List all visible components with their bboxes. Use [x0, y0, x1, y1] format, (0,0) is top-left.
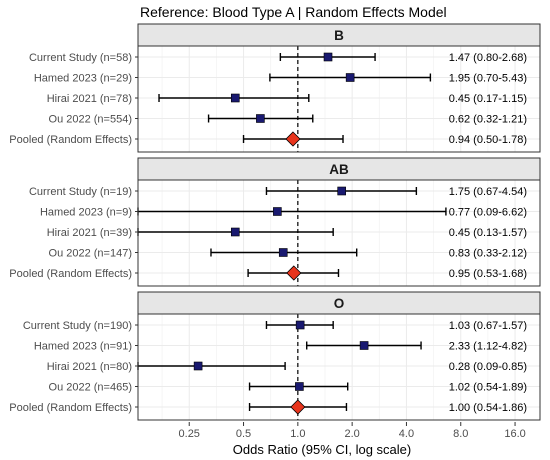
ci-value-label: 0.77 (0.09-6.62)	[449, 207, 527, 219]
study-row: Current Study (n=190) 1.03 (0.67-1.57)	[23, 320, 527, 332]
study-label: Hamed 2023 (n=91)	[34, 341, 132, 353]
study-row: Hamed 2023 (n=9) 0.77 (0.09-6.62)	[40, 207, 527, 219]
panel-label: O	[334, 296, 345, 311]
study-square-marker	[295, 382, 304, 391]
panel-o: O Current Study (n=190) 1.03 (0.67-1.57) Ha…	[9, 291, 541, 421]
study-row: Hamed 2023 (n=91) 2.33 (1.12-4.82)	[34, 341, 527, 353]
pooled-row: Pooled (Random Effects) 0.95 (0.53-1.68)	[9, 265, 527, 281]
ci-value-label: 0.28 (0.09-0.85)	[449, 361, 527, 373]
study-square-marker	[256, 114, 265, 123]
study-row: Hirai 2021 (n=78) 0.45 (0.17-1.15)	[47, 93, 527, 105]
panel-ab: AB Current Study (n=19) 1.75 (0.67-4.54) Ha…	[9, 157, 541, 287]
x-tick-label: 1.0	[290, 428, 305, 440]
study-label: Current Study (n=190)	[23, 320, 132, 332]
study-row: Ou 2022 (n=465) 1.02 (0.54-1.89)	[49, 382, 527, 394]
panel-b: B Current Study (n=58) 1.47 (0.80-2.68) Ham…	[9, 23, 541, 153]
x-tick-label: 0.25	[179, 428, 200, 440]
study-square-marker	[230, 93, 240, 103]
study-square-marker	[230, 227, 240, 237]
ci-value-label: 0.45 (0.13-1.57)	[449, 227, 527, 239]
study-label: Hirai 2021 (n=39)	[47, 227, 132, 239]
ci-value-label: 0.94 (0.50-1.78)	[449, 134, 527, 146]
x-tick-label: 16.0	[504, 428, 525, 440]
study-label: Hamed 2023 (n=9)	[40, 207, 132, 219]
study-label: Hamed 2023 (n=29)	[34, 73, 132, 85]
study-label: Current Study (n=58)	[29, 52, 132, 64]
ci-value-label: 0.95 (0.53-1.68)	[449, 268, 527, 280]
ci-value-label: 0.45 (0.17-1.15)	[449, 93, 527, 105]
study-square-marker	[359, 341, 369, 350]
ci-value-label: 1.95 (0.70-5.43)	[449, 73, 527, 85]
panel-border	[137, 179, 541, 287]
study-square-marker	[337, 186, 346, 196]
study-label: Ou 2022 (n=147)	[49, 248, 132, 260]
ci-value-label: 0.83 (0.33-2.12)	[449, 248, 527, 260]
study-row: Hamed 2023 (n=29) 1.95 (0.70-5.43)	[34, 73, 527, 85]
x-tick-label: 0.5	[236, 428, 251, 440]
x-tick-label: 4.0	[399, 428, 414, 440]
study-row: Ou 2022 (n=554) 0.62 (0.32-1.21)	[49, 114, 527, 126]
x-axis-title: Odds Ratio (95% CI, log scale)	[233, 442, 411, 457]
study-row: Hirai 2021 (n=39) 0.45 (0.13-1.57)	[47, 227, 527, 239]
ci-value-label: 1.75 (0.67-4.54)	[449, 186, 527, 198]
ci-value-label: 1.02 (0.54-1.89)	[449, 382, 527, 394]
panel-background	[138, 46, 540, 152]
study-square-marker	[323, 52, 333, 62]
chart-title: Reference: Blood Type A | Random Effects…	[140, 4, 447, 20]
study-row: Ou 2022 (n=147) 0.83 (0.33-2.12)	[49, 248, 527, 260]
x-axis: 0.25 0.5 1.0 2.0 4.0 8.0 16.0	[179, 422, 526, 440]
study-label: Pooled (Random Effects)	[9, 268, 132, 280]
panel-label: AB	[329, 162, 349, 177]
ci-value-label: 1.00 (0.54-1.86)	[449, 402, 527, 414]
study-label: Current Study (n=19)	[29, 186, 132, 198]
x-tick-label: 8.0	[453, 428, 468, 440]
pooled-row: Pooled (Random Effects) 1.00 (0.54-1.86)	[9, 399, 527, 415]
study-row: Hirai 2021 (n=80) 0.28 (0.09-0.85)	[47, 361, 527, 373]
panel-label: B	[334, 28, 344, 43]
panel-border	[137, 313, 541, 421]
study-square-marker	[193, 361, 203, 371]
study-row: Current Study (n=19) 1.75 (0.67-4.54)	[29, 186, 527, 198]
ci-value-label: 0.62 (0.32-1.21)	[449, 114, 527, 126]
study-square-marker	[295, 320, 305, 330]
ci-value-label: 1.03 (0.67-1.57)	[449, 320, 527, 332]
pooled-diamond-marker	[290, 399, 306, 415]
study-square-marker	[278, 248, 288, 257]
panel-border	[137, 45, 541, 153]
pooled-diamond-marker	[286, 265, 302, 281]
panel-background	[138, 314, 540, 420]
study-label: Hirai 2021 (n=78)	[47, 93, 132, 105]
study-label: Pooled (Random Effects)	[9, 402, 132, 414]
study-row: Current Study (n=58) 1.47 (0.80-2.68)	[29, 52, 527, 64]
x-tick-label: 2.0	[344, 428, 359, 440]
pooled-diamond-marker	[285, 131, 301, 147]
study-label: Ou 2022 (n=554)	[49, 114, 132, 126]
study-square-marker	[273, 207, 282, 216]
pooled-row: Pooled (Random Effects) 0.94 (0.50-1.78)	[9, 131, 527, 147]
ci-value-label: 2.33 (1.12-4.82)	[449, 341, 527, 353]
study-label: Pooled (Random Effects)	[9, 134, 132, 146]
panels-layer: B Current Study (n=58) 1.47 (0.80-2.68) Ham…	[9, 23, 541, 421]
study-label: Ou 2022 (n=465)	[49, 382, 132, 394]
panel-background	[138, 180, 540, 286]
study-square-marker	[345, 73, 355, 82]
ci-value-label: 1.47 (0.80-2.68)	[449, 52, 527, 64]
study-label: Hirai 2021 (n=80)	[47, 361, 132, 373]
